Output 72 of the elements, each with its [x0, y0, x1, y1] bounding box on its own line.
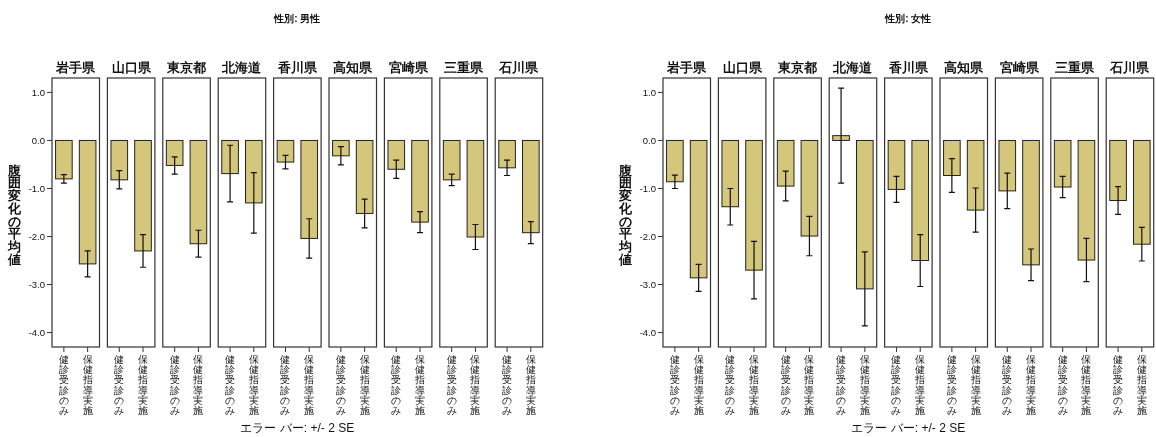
chart-title: 香川県: [887, 60, 929, 75]
chart-title: 山口県: [722, 61, 763, 75]
x-tick-label: 保健指導実施: [803, 354, 815, 416]
x-tick-label: 健診受診のみ: [1113, 354, 1124, 416]
chart-title: 三重県: [1055, 60, 1096, 75]
x-tick-label: 保健指導実施: [524, 354, 536, 416]
chart-title: 東京都: [777, 60, 818, 75]
chart-title: 北海道: [221, 61, 263, 75]
y-tick-label: -3.0: [28, 279, 45, 291]
x-tick-label: 保健指導実施: [303, 354, 315, 416]
chart-title: 石川県: [498, 61, 540, 75]
chart-title: 山口県: [111, 61, 152, 75]
chart-title: 高知県: [944, 60, 985, 75]
x-tick-label: 健診受診のみ: [1057, 354, 1068, 416]
x-tick-label: 健診受診のみ: [780, 354, 791, 416]
x-tick-label: 保健指導実施: [969, 354, 981, 416]
x-tick-label: 健診受診のみ: [1002, 354, 1013, 416]
x-tick-label: 保健指導実施: [414, 354, 426, 416]
x-tick-label: 健診受診のみ: [391, 354, 402, 416]
x-tick-label: 健診受診のみ: [669, 354, 680, 416]
y-tick-label: -4.0: [28, 327, 45, 339]
y-tick-label: 1.0: [642, 86, 656, 98]
x-tick-label: 保健指導実施: [192, 354, 204, 416]
chart-title: 宮崎県: [999, 60, 1040, 75]
x-tick-label: 健診受診のみ: [114, 354, 125, 416]
y-tick-label: -2.0: [639, 231, 656, 243]
x-tick-label: 保健指導実施: [137, 354, 149, 416]
y-tick-label: -1.0: [639, 182, 656, 194]
chart-title: 北海道: [832, 61, 874, 75]
y-axis-title: 腹囲変化の平均値: [6, 163, 22, 267]
x-tick-label: 健診受診のみ: [280, 354, 291, 416]
y-tick-label: -1.0: [28, 182, 45, 194]
text: 性別: 女性: [884, 13, 932, 24]
chart-title: 三重県: [444, 60, 485, 75]
x-tick-label: 保健指導実施: [748, 354, 760, 416]
x-tick-label: 保健指導実施: [914, 354, 926, 416]
chart-title: 石川県: [1109, 61, 1151, 75]
text: 性別: 男性: [273, 13, 321, 24]
text: エラー バー: +/- 2 SE: [851, 421, 966, 435]
y-tick-label: -4.0: [639, 327, 656, 339]
y-axis-title: 腹囲変化の平均値: [617, 163, 633, 267]
x-tick-label: 健診受診のみ: [725, 354, 736, 416]
x-tick-label: 保健指導実施: [358, 354, 370, 416]
x-tick-label: 健診受診のみ: [58, 354, 69, 416]
x-tick-label: 保健指導実施: [692, 354, 704, 416]
chart-title: 岩手県: [666, 60, 708, 75]
chart-title: 宮崎県: [388, 60, 429, 75]
y-tick-label: 0.0: [31, 134, 45, 146]
y-tick-label: 0.0: [642, 134, 656, 146]
x-tick-label: 保健指導実施: [1080, 354, 1092, 416]
y-tick-label: -3.0: [639, 279, 656, 291]
x-tick-label: 保健指導実施: [81, 354, 93, 416]
x-tick-label: 健診受診のみ: [335, 354, 346, 416]
x-tick-label: 保健指導実施: [1025, 354, 1037, 416]
x-tick-label: 保健指導実施: [858, 354, 870, 416]
chart-title: 岩手県: [55, 60, 97, 75]
x-tick-label: 健診受診のみ: [502, 354, 513, 416]
x-tick-label: 保健指導実施: [247, 354, 259, 416]
y-tick-label: 1.0: [31, 86, 45, 98]
x-tick-label: 健診受診のみ: [891, 354, 902, 416]
x-tick-label: 保健指導実施: [469, 354, 481, 416]
x-tick-label: 保健指導実施: [1135, 354, 1147, 416]
x-tick-label: 健診受診のみ: [946, 354, 957, 416]
x-tick-label: 健診受診のみ: [446, 354, 457, 416]
x-tick-label: 健診受診のみ: [225, 354, 236, 416]
text: エラー バー: +/- 2 SE: [240, 421, 355, 435]
y-tick-label: -2.0: [28, 231, 45, 243]
chart-title: 高知県: [333, 60, 374, 75]
x-tick-label: 健診受診のみ: [169, 354, 180, 416]
chart-title: 東京都: [166, 60, 207, 75]
x-tick-label: 健診受診のみ: [836, 354, 847, 416]
chart-title: 香川県: [276, 60, 318, 75]
